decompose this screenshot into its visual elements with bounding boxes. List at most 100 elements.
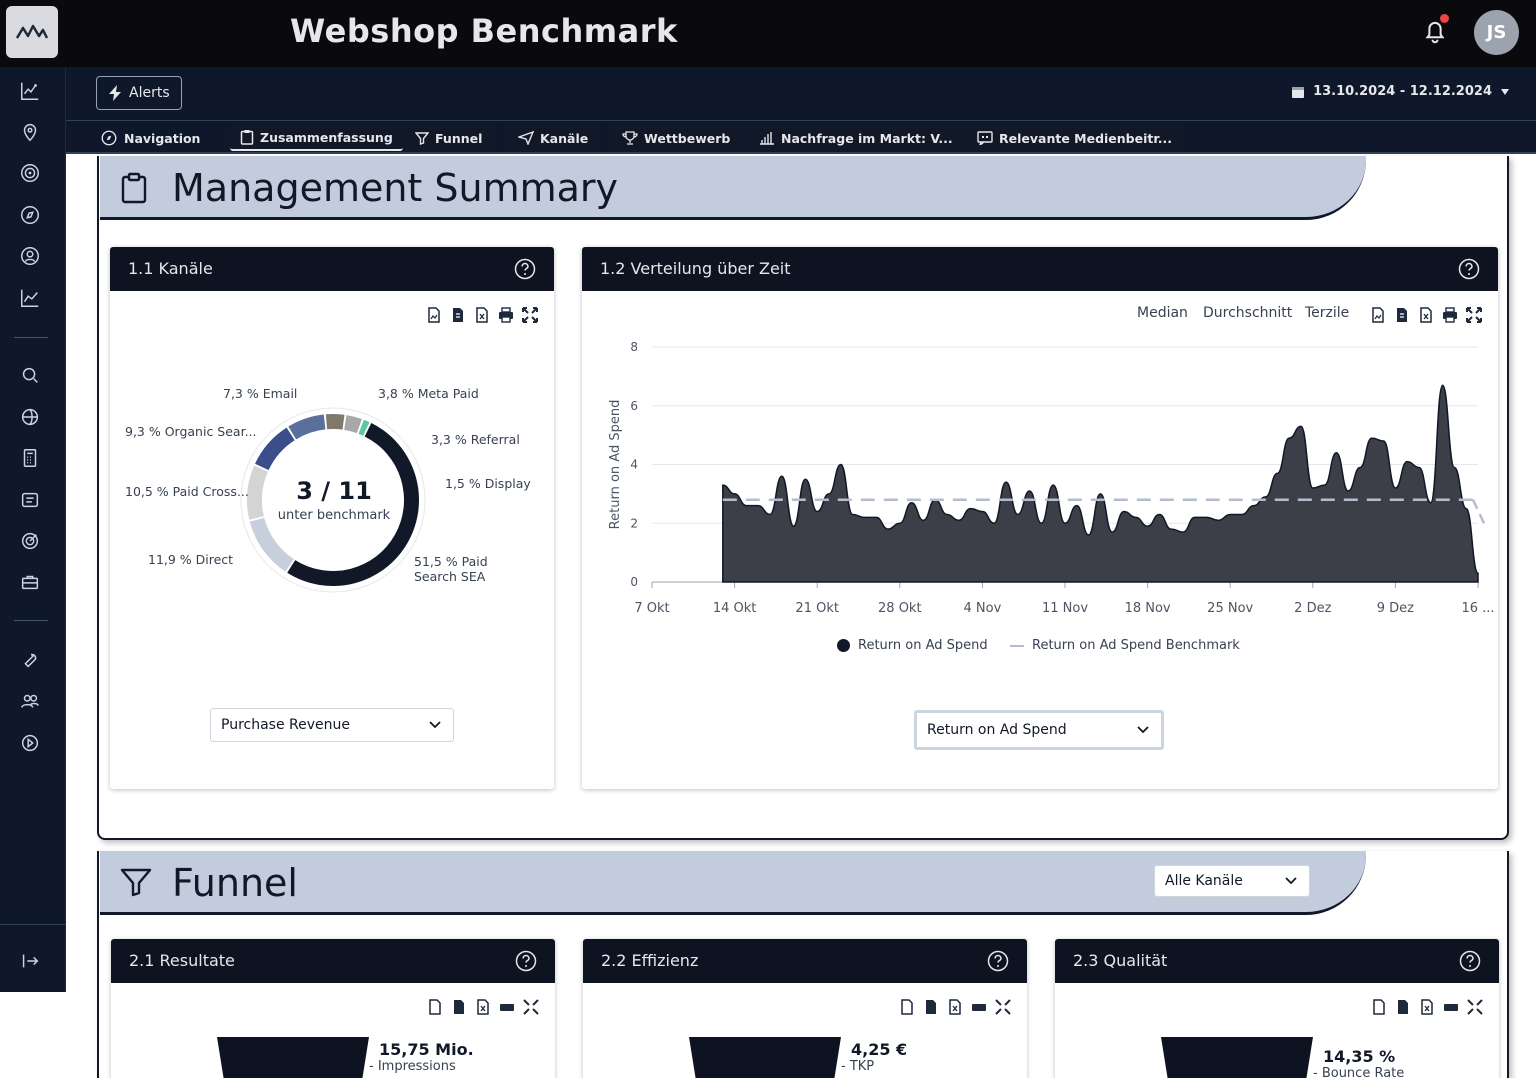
legend-label: Return on Ad Spend Benchmark [1032,638,1240,653]
trend-icon[interactable] [19,287,41,309]
print-icon[interactable] [499,999,515,1015]
alerts-label: Alerts [129,85,170,101]
search-icon[interactable] [19,364,41,386]
alerts-button[interactable]: Alerts [96,76,182,110]
target-icon[interactable] [19,162,41,184]
y-tick-label: 2 [630,516,638,530]
chevron-down-icon [1285,877,1297,885]
slice-label: 7,3 % Email [223,386,298,401]
clipboard-icon [121,172,147,204]
donut-slice[interactable] [249,517,294,572]
tab-navigation[interactable]: Navigation [90,125,210,151]
export-excel-icon[interactable] [474,307,490,323]
export-image-icon[interactable] [427,999,443,1015]
calculator-icon[interactable] [19,447,41,469]
toggle-median[interactable]: Median [1137,305,1188,321]
export-pdf-icon[interactable] [1394,307,1410,323]
legend-item-roas[interactable]: Return on Ad Spend [837,638,988,653]
export-pdf-icon[interactable] [450,307,466,323]
help-icon[interactable] [514,258,536,280]
tab-funnel[interactable]: Funnel [405,125,493,151]
metric-select[interactable]: Return on Ad Spend [914,710,1164,750]
toggle-durchschnitt[interactable]: Durchschnitt [1203,305,1293,321]
globe-icon[interactable] [19,406,41,428]
send-icon [518,131,534,145]
wrench-icon[interactable] [19,649,41,671]
help-icon[interactable] [987,950,1009,972]
fullscreen-icon[interactable] [522,307,538,323]
export-image-icon[interactable] [1370,307,1386,323]
funnel-section-header: Funnel Alle Kanäle [100,851,1366,915]
user-search-icon[interactable] [19,245,41,267]
sidebar-divider [14,337,48,338]
export-excel-icon[interactable] [475,999,491,1015]
users-icon[interactable] [19,690,41,712]
export-toolbar [1370,307,1482,323]
area-series-roas[interactable] [722,384,1479,583]
compass-icon[interactable] [19,204,41,226]
fullscreen-icon[interactable] [523,999,539,1015]
export-image-icon[interactable] [1371,999,1387,1015]
compass-icon [101,130,117,146]
list-icon[interactable] [19,489,41,511]
goal-icon[interactable] [19,530,41,552]
card-header: 1.1 Kanäle [110,247,554,291]
legend-item-benchmark[interactable]: Return on Ad Spend Benchmark [1010,638,1240,653]
export-image-icon[interactable] [426,307,442,323]
export-image-icon[interactable] [899,999,915,1015]
funnel-label: - TKP [841,1059,875,1074]
donut-slice[interactable] [255,427,295,471]
toolbar: Alerts 13.10.2024 - 12.12.2024 [66,67,1536,120]
fullscreen-icon[interactable] [995,999,1011,1015]
export-excel-icon[interactable] [1418,307,1434,323]
tab-wettbewerb[interactable]: Wettbewerb [612,125,741,151]
play-icon[interactable] [19,732,41,754]
metric-select[interactable]: Purchase Revenue [210,708,454,742]
x-tick-label: 7 Okt [634,601,669,616]
donut-slice[interactable] [344,415,362,434]
export-excel-icon[interactable] [947,999,963,1015]
print-icon[interactable] [971,999,987,1015]
toggle-terzile[interactable]: Terzile [1305,305,1350,321]
donut-slice[interactable] [325,414,345,430]
fullscreen-icon[interactable] [1467,999,1483,1015]
export-pdf-icon[interactable] [451,999,467,1015]
logo[interactable] [6,6,58,58]
channel-select[interactable]: Alle Kanäle [1154,865,1310,897]
print-icon[interactable] [498,307,514,323]
chevron-down-icon [1137,726,1149,734]
help-icon[interactable] [1458,258,1480,280]
export-toolbar [427,999,539,1015]
tab-zusammenfassung[interactable]: Zusammenfassung [230,125,403,151]
slice-label: 3,8 % Meta Paid [378,386,479,401]
donut-slice[interactable] [246,465,268,520]
funnel-value: 15,75 Mio. [379,1040,474,1059]
help-icon[interactable] [1459,950,1481,972]
tab-nachfrage[interactable]: Nachfrage im Markt: V... [749,125,963,151]
summary-section-header: Management Summary [100,156,1366,220]
card-header: 2.3 Qualität [1055,939,1499,983]
bell-icon[interactable] [1420,16,1450,46]
print-icon[interactable] [1443,999,1459,1015]
qualitaet-card: 2.3 Qualität 14,35 % - Bounce Rate [1055,939,1499,1078]
analytics-icon[interactable] [19,80,41,102]
location-icon[interactable] [19,121,41,143]
fullscreen-icon[interactable] [1466,307,1482,323]
donut-slice[interactable] [358,419,370,436]
funnel-value: 14,35 % [1323,1047,1396,1066]
export-pdf-icon[interactable] [923,999,939,1015]
slice-label: 11,9 % Direct [148,552,234,567]
export-excel-icon[interactable] [1419,999,1435,1015]
briefcase-icon[interactable] [19,571,41,593]
export-pdf-icon[interactable] [1395,999,1411,1015]
donut-slice[interactable] [288,414,326,440]
donut-slice[interactable] [287,423,420,587]
help-icon[interactable] [515,950,537,972]
print-icon[interactable] [1442,307,1458,323]
tab-kanaele[interactable]: Kanäle [508,125,599,151]
x-tick-label: 9 Dez [1377,601,1414,616]
date-range-picker[interactable]: 13.10.2024 - 12.12.2024 [1291,84,1510,99]
avatar[interactable]: JS [1474,10,1519,55]
collapse-icon[interactable] [19,950,41,972]
tab-medienbeitraege[interactable]: Relevante Medienbeitr... [967,125,1182,151]
